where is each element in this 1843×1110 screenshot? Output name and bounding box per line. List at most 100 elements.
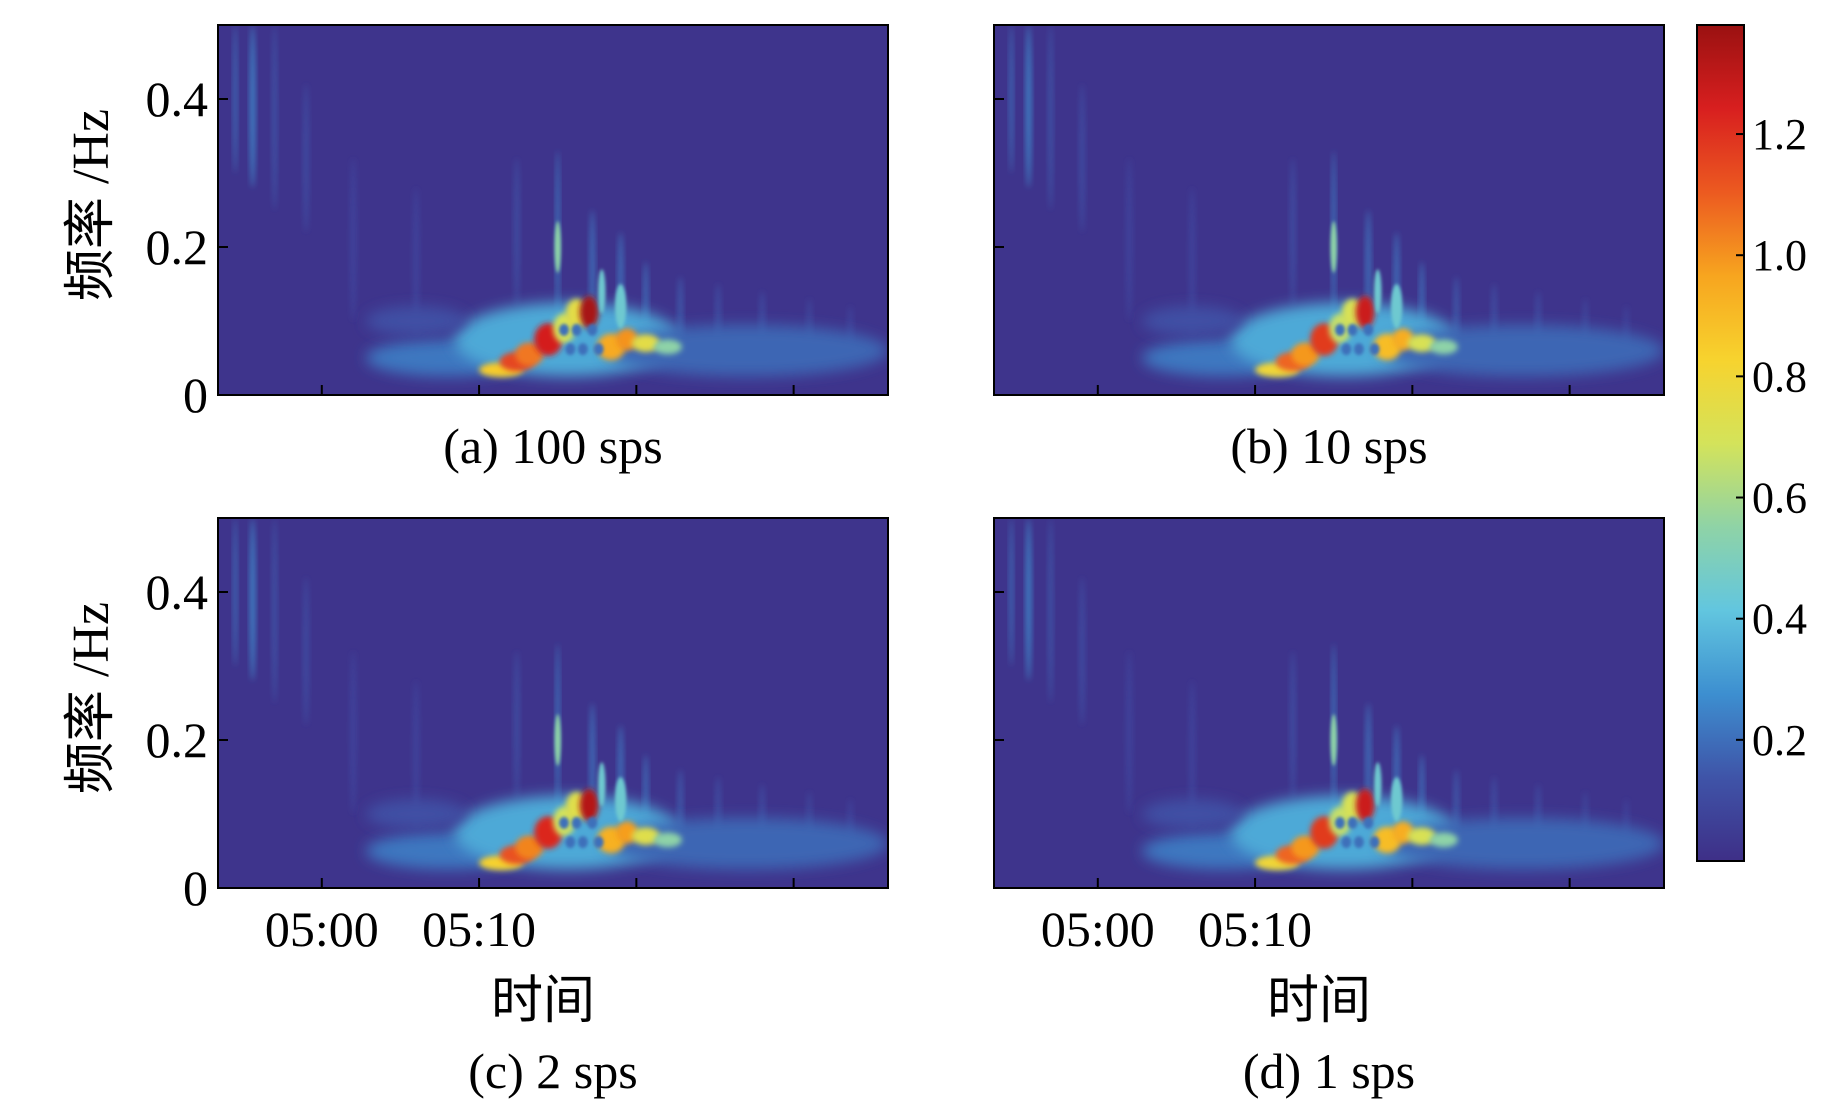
heatmap-streak xyxy=(272,25,277,210)
heatmap-streak xyxy=(249,25,256,188)
panel-caption: (a) 100 sps xyxy=(443,418,662,474)
heatmap-streak xyxy=(514,158,520,307)
heatmap-node xyxy=(1353,836,1364,849)
y-tick-label: 0 xyxy=(183,367,208,423)
heatmap-blob xyxy=(597,269,606,314)
heatmap-streak xyxy=(1290,651,1296,800)
panel-b: (b) 10 sps xyxy=(993,24,1665,474)
axis-ticks: 0 0.2 0.4 xyxy=(146,71,795,423)
heatmap-streak xyxy=(1290,158,1296,307)
heatmap-blob xyxy=(1355,295,1375,329)
axis-ticks: 05:00 05:10 xyxy=(994,591,1571,957)
heatmap-node xyxy=(593,343,604,356)
heatmap-node xyxy=(1347,323,1358,336)
heatmap-node xyxy=(559,816,570,829)
colorbar-ticks: 0.2 0.4 0.6 0.8 1.0 1.2 xyxy=(1736,110,1807,765)
x-tick-label: 05:10 xyxy=(1198,901,1312,957)
heatmap-blob xyxy=(631,334,660,353)
heatmap-blob xyxy=(554,714,561,766)
heatmap-node xyxy=(565,343,576,356)
heatmap-blob xyxy=(1373,269,1382,314)
heatmap-streak xyxy=(249,518,256,681)
heatmap-streak xyxy=(303,577,309,726)
y-axis-label: 频率 /Hz xyxy=(63,109,120,301)
heatmap-blob xyxy=(579,295,599,329)
heatmap-node xyxy=(571,323,582,336)
y-tick-label: 0.2 xyxy=(146,219,209,275)
heatmap-blob xyxy=(365,306,467,336)
colorbar-tick-label: 0.2 xyxy=(1752,716,1807,765)
heatmap-streak xyxy=(1079,84,1085,233)
colorbar-gradient xyxy=(1697,25,1744,861)
x-axis-label: 时间 xyxy=(491,973,595,1030)
panel-c: 0 0.2 0.4 05:00 05:10 频率 /Hz 时间 (c) 2 sps xyxy=(63,517,889,1099)
heatmap-node xyxy=(1353,343,1364,356)
plot-frame xyxy=(217,517,889,889)
heatmap-blob xyxy=(554,221,561,273)
heatmap-streak xyxy=(1189,680,1196,829)
heatmap-streak xyxy=(1126,651,1133,814)
heatmap-features xyxy=(233,25,888,378)
colorbar-frame xyxy=(1696,24,1745,862)
heatmap-node xyxy=(1341,343,1352,356)
heatmap-blob xyxy=(631,827,660,846)
y-axis-label: 频率 /Hz xyxy=(63,602,120,794)
heatmap-streak xyxy=(1025,25,1032,188)
heatmap-node xyxy=(587,816,598,829)
heatmap-features xyxy=(1009,518,1664,871)
y-tick-label: 0.4 xyxy=(146,71,209,127)
axis-ticks: 0 0.2 0.4 05:00 05:10 xyxy=(146,564,795,957)
x-axis-label: 时间 xyxy=(1267,973,1371,1030)
heatmap-blob xyxy=(365,799,467,829)
x-tick-label: 05:00 xyxy=(1041,901,1155,957)
heatmap-blob xyxy=(604,324,888,377)
panel-caption: (d) 1 sps xyxy=(1243,1043,1415,1099)
heatmap-blob xyxy=(1380,324,1664,377)
axis-ticks xyxy=(994,98,1571,396)
y-tick-label: 0.4 xyxy=(146,564,209,620)
heatmap-streak xyxy=(413,187,420,336)
heatmap-node xyxy=(593,836,604,849)
colorbar-tick-label: 0.4 xyxy=(1752,595,1807,644)
panel-caption: (b) 10 sps xyxy=(1230,418,1427,474)
colorbar: 0.2 0.4 0.6 0.8 1.0 1.2 xyxy=(1696,24,1807,862)
plot-frame xyxy=(993,24,1665,396)
heatmap-blob xyxy=(614,284,627,329)
x-tick-label: 05:10 xyxy=(422,901,536,957)
heatmap-node xyxy=(577,836,588,849)
heatmap-blob xyxy=(653,832,682,848)
heatmap-node xyxy=(1363,323,1374,336)
heatmap-blob xyxy=(1141,306,1243,336)
heatmap-blob xyxy=(597,762,606,807)
heatmap-node xyxy=(1369,836,1380,849)
panel-a: 0 0.2 0.4 频率 /Hz (a) 100 sps xyxy=(63,24,889,474)
heatmap-streak xyxy=(233,25,238,173)
heatmap-blob xyxy=(1355,788,1375,822)
plot-frame xyxy=(993,517,1665,889)
heatmap-node xyxy=(1347,816,1358,829)
colorbar-tick-label: 0.6 xyxy=(1752,474,1807,523)
heatmap-streak xyxy=(1048,25,1053,210)
heatmap-blob xyxy=(1407,827,1436,846)
heatmap-node xyxy=(1369,343,1380,356)
heatmap-streak xyxy=(350,158,357,321)
heatmap-streak xyxy=(272,518,277,703)
colorbar-tick-label: 0.8 xyxy=(1752,352,1807,401)
heatmap-streak xyxy=(1025,518,1032,681)
heatmap-node xyxy=(565,836,576,849)
heatmap-streak xyxy=(350,651,357,814)
heatmap-streak xyxy=(413,680,420,829)
panel-d: 05:00 05:10 时间 (d) 1 sps xyxy=(993,517,1665,1099)
y-tick-label: 0.2 xyxy=(146,712,209,768)
heatmap-streak xyxy=(1009,518,1014,666)
heatmap-blob xyxy=(1141,799,1243,829)
heatmap-streak xyxy=(1009,25,1014,173)
colorbar-tick-label: 1.2 xyxy=(1752,110,1807,159)
heatmap-streak xyxy=(1126,158,1133,321)
heatmap-streak xyxy=(514,651,520,800)
heatmap-streak xyxy=(233,518,238,666)
heatmap-streak xyxy=(303,84,309,233)
heatmap-node xyxy=(587,323,598,336)
heatmap-node xyxy=(571,816,582,829)
